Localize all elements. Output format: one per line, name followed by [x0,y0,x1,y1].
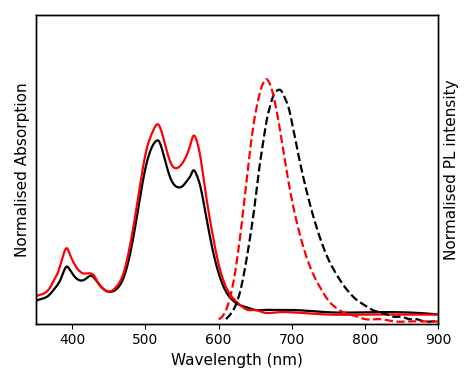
X-axis label: Wavelength (nm): Wavelength (nm) [171,353,303,368]
Y-axis label: Normalised PL intensity: Normalised PL intensity [444,79,459,260]
Y-axis label: Normalised Absorption: Normalised Absorption [15,82,30,257]
